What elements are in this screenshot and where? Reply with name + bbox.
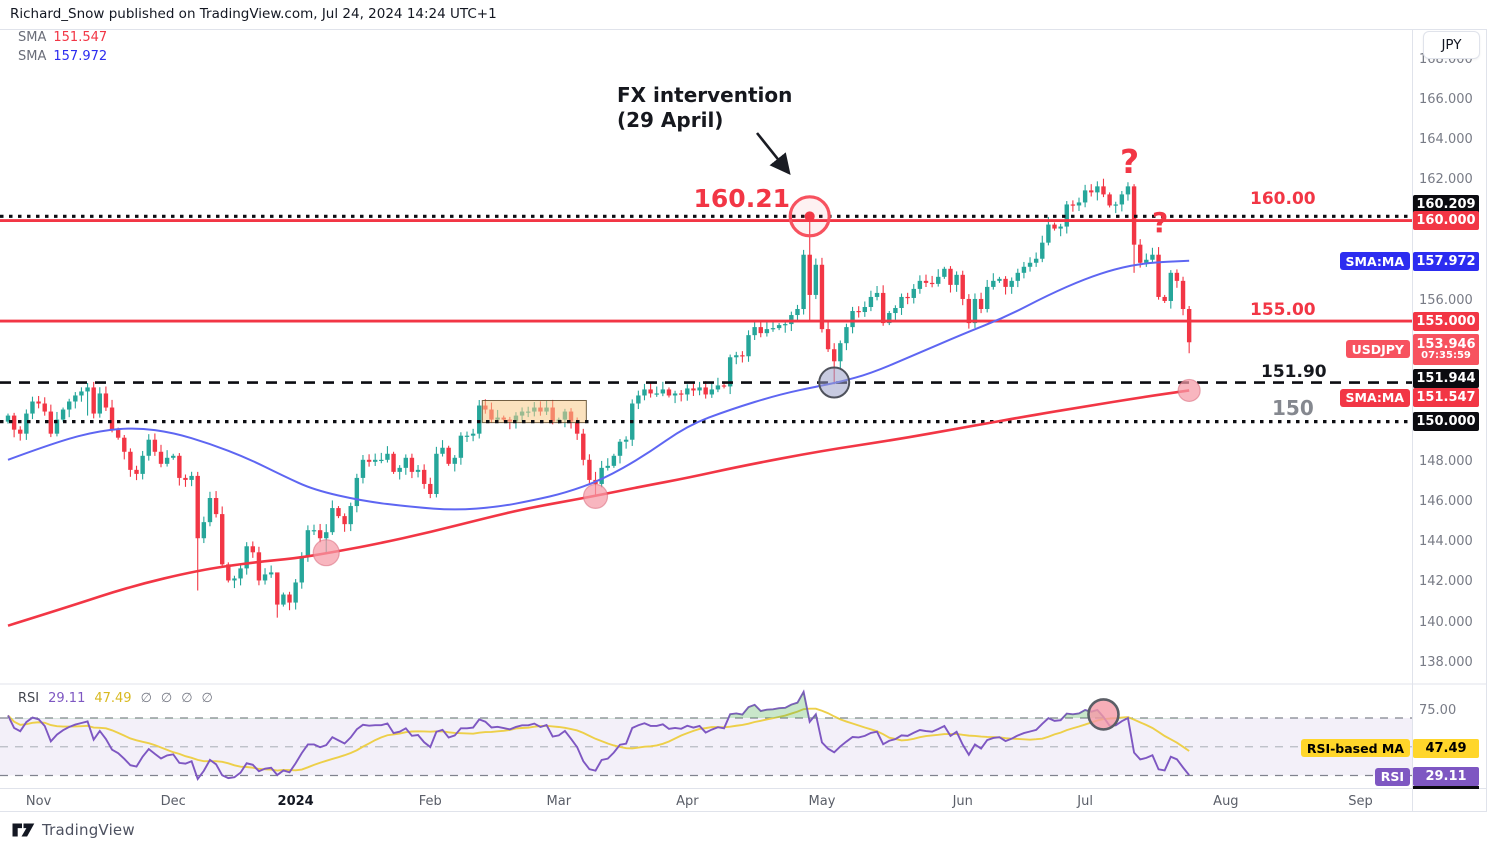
price-tick-162.000: 162.000 <box>1419 172 1473 188</box>
time-axis-apr[interactable]: Apr <box>676 794 699 809</box>
rsi-tick-75.00: 75.00 <box>1419 702 1457 718</box>
rsi-badge-29.11: 29.11 <box>1413 767 1479 786</box>
level-label-150[interactable]: 150 <box>1272 396 1314 420</box>
fx-intervention-note[interactable]: FX intervention (29 April) <box>617 83 792 133</box>
publish-header: Richard_Snow published on TradingView.co… <box>10 6 497 22</box>
tradingview-brand-text: TradingView <box>42 821 135 839</box>
axis-badge-160.000: 160.000 <box>1413 211 1479 231</box>
tradingview-brand[interactable]: TradingView <box>12 821 135 839</box>
sma-slow-value: 157.972 <box>53 49 108 64</box>
legend-sma-fast[interactable]: SMA 151.547 <box>18 30 107 45</box>
time-axis-dec[interactable]: Dec <box>160 794 186 809</box>
sma-touch-end <box>1177 378 1201 403</box>
axis-badge-151.944: 151.944 <box>1413 369 1479 389</box>
question-mark-1[interactable]: ? <box>1120 142 1140 181</box>
question-mark-2[interactable]: ? <box>1152 206 1169 239</box>
rsi-ma-line <box>7 707 1190 772</box>
price-tick-144.000: 144.000 <box>1419 534 1473 550</box>
price-tick-166.000: 166.000 <box>1419 91 1473 107</box>
axis-badge-157.972: 157.972 <box>1413 251 1479 271</box>
tradingview-logo-icon <box>12 823 35 837</box>
rsi-ma-value: 47.49 <box>94 691 132 706</box>
time-axis-feb[interactable]: Feb <box>418 794 442 809</box>
sma-200-line <box>7 389 1190 627</box>
rsi-badge-47.49: 47.49 <box>1413 738 1479 758</box>
time-axis-mar[interactable]: Mar <box>546 794 572 809</box>
axis-tag-usdjpy: USDJPY <box>1345 340 1410 359</box>
sma-touch-may <box>818 366 851 399</box>
rsi-cross <box>1087 698 1120 731</box>
rsi-label: RSI <box>18 691 40 706</box>
consolidation-box <box>481 399 587 424</box>
time-axis-jul[interactable]: Jul <box>1077 794 1093 809</box>
sma-slow-label: SMA <box>18 49 47 64</box>
price-tick-140.000: 140.000 <box>1419 614 1473 630</box>
time-axis-aug[interactable]: Aug <box>1213 794 1239 809</box>
price-tick-138.000: 138.000 <box>1419 654 1473 670</box>
time-axis-2024[interactable]: 2024 <box>277 794 314 809</box>
axis-badge-151.547: 151.547 <box>1413 388 1479 407</box>
clipped-tick-sliver <box>1413 786 1479 789</box>
rsi-empty-3: ∅ <box>181 691 193 706</box>
axis-badge-155.000: 155.000 <box>1413 311 1479 331</box>
axis-tag-sma-ma: SMA:MA <box>1339 252 1410 271</box>
rsi-empty-4: ∅ <box>201 691 213 706</box>
legend-sma-slow[interactable]: SMA 157.972 <box>18 49 107 64</box>
rsi-tag-rsi-based-ma: RSI-based MA <box>1300 739 1410 757</box>
axis-badge-153.946: 153.946 07:35:59 <box>1413 333 1479 365</box>
fx-annotation-arrow <box>755 132 791 176</box>
time-axis-may[interactable]: May <box>808 794 836 809</box>
rsi-tag-rsi: RSI <box>1374 767 1410 786</box>
axis-badge-150.000: 150.000 <box>1413 412 1479 432</box>
price-tick-156.000: 156.000 <box>1419 292 1473 308</box>
time-axis-nov[interactable]: Nov <box>25 794 52 809</box>
price-tick-146.000: 146.000 <box>1419 494 1473 510</box>
rsi-empty-2: ∅ <box>160 691 173 706</box>
fx-note-line2: (29 April) <box>617 108 724 132</box>
axis-tag-sma-ma: SMA:MA <box>1339 388 1410 407</box>
price-callout-16021[interactable]: 160.21 <box>693 184 790 213</box>
time-axis-sep[interactable]: Sep <box>1348 794 1373 809</box>
sma-fast-label: SMA <box>18 30 47 45</box>
sma-touch-mar <box>582 483 609 510</box>
price-tick-142.000: 142.000 <box>1419 574 1473 590</box>
sma-touch-jan <box>312 539 340 567</box>
fx-note-line1: FX intervention <box>617 83 793 107</box>
rsi-empty-1: ∅ <box>140 691 152 706</box>
level-label-155[interactable]: 155.00 <box>1250 300 1316 320</box>
sma-fast-value: 151.547 <box>53 30 108 45</box>
time-axis-jun[interactable]: Jun <box>952 794 973 809</box>
price-tick-148.000: 148.000 <box>1419 453 1473 469</box>
axis-badge-160.209: 160.209 <box>1413 194 1479 214</box>
rsi-line <box>7 689 1190 782</box>
rsi-legend[interactable]: RSI 29.11 47.49 ∅ ∅ ∅ ∅ <box>18 691 213 706</box>
level-label-160[interactable]: 160.00 <box>1250 189 1316 209</box>
price-tick-164.000: 164.000 <box>1419 132 1473 148</box>
currency-button[interactable]: JPY <box>1423 31 1480 59</box>
rsi-value: 29.11 <box>48 691 86 706</box>
intervention-ring <box>788 195 831 238</box>
sma-50-line <box>7 259 1190 511</box>
level-label-15190[interactable]: 151.90 <box>1261 362 1327 382</box>
